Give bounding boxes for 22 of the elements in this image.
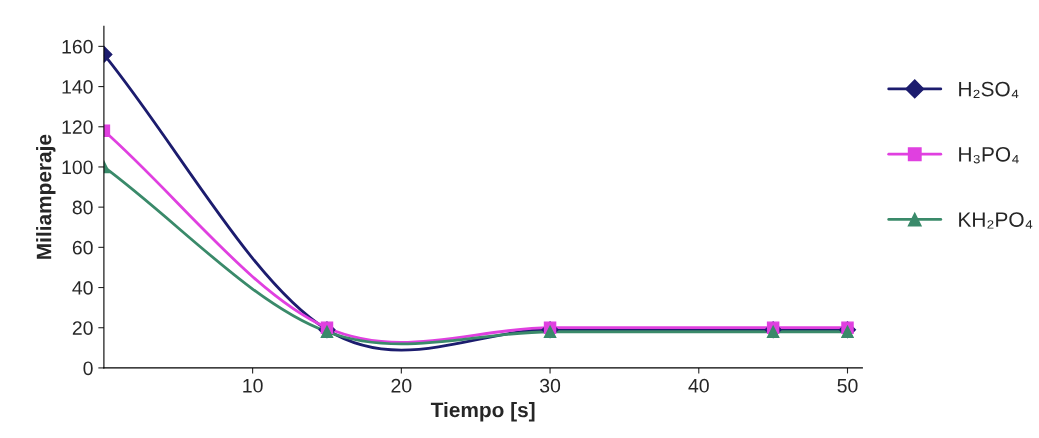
point (320, 325, 334, 338)
y-tick-label: 20 (72, 321, 93, 335)
y-tick-label: 80 (72, 200, 93, 215)
x-tick-label: 10 (243, 378, 263, 393)
y-tick-label: 40 (72, 281, 93, 295)
y-tick-label: 100 (62, 160, 93, 175)
legend-label: KH₂PO₄ (959, 212, 1033, 229)
x-tick-label: 40 (688, 378, 709, 393)
y-tick-label: 60 (72, 240, 93, 255)
y-tick-label: 160 (62, 39, 93, 54)
y-axis-title: Miliamperaje (36, 134, 56, 259)
x-tick-label: 50 (837, 378, 858, 393)
y-tick-label: 120 (62, 120, 93, 134)
point (766, 325, 780, 338)
x-axis-title: Tiempo [s] (430, 402, 535, 422)
legend-label: H₃PO₄ (959, 146, 1019, 164)
point (543, 325, 557, 338)
legend-label: H₂SO₄ (959, 81, 1019, 99)
x-tick-label: 20 (391, 378, 412, 393)
y-tick-label: 0 (83, 361, 93, 376)
x-tick-label: 30 (539, 378, 561, 393)
y-tick-label: 140 (62, 80, 93, 94)
